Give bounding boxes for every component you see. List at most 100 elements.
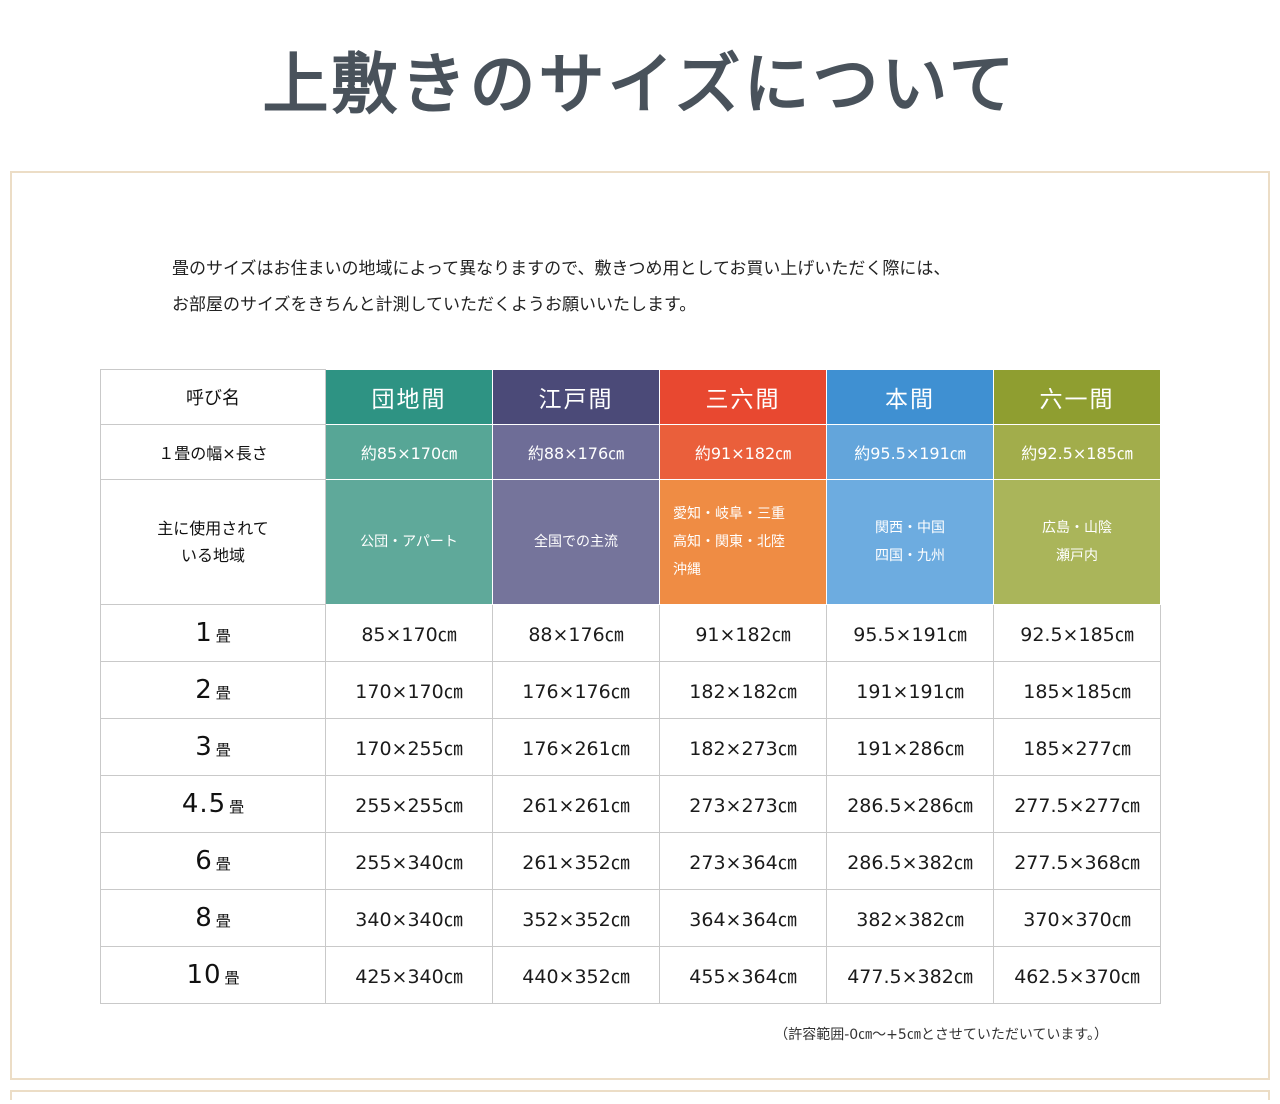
region-row-label-line-2: いる地域 xyxy=(180,546,245,566)
size-value: 261×352㎝ xyxy=(492,832,660,891)
tolerance-note: （許容範囲-0㎝〜+5㎝とさせていただいています。） xyxy=(774,1027,1108,1044)
row-label-number: 4.5 xyxy=(181,789,227,820)
row-label-number: 8 xyxy=(195,903,213,934)
size-value: 261×261㎝ xyxy=(492,775,660,834)
unit-size-cell: 約95.5×191㎝ xyxy=(826,424,994,481)
size-value: 277.5×368㎝ xyxy=(993,832,1161,891)
intro-text: 畳のサイズはお住まいの地域によって異なりますので、敷きつめ用としてお買い上げいた… xyxy=(172,251,1268,323)
row-label-unit: 畳 xyxy=(215,684,231,703)
row-label-number: 2 xyxy=(195,675,213,706)
region-cell: 関西・中国 四国・九州 xyxy=(826,479,994,606)
unit-size-row-label: １畳の幅×長さ xyxy=(100,424,326,481)
unit-size-cell: 約92.5×185㎝ xyxy=(993,424,1161,481)
size-value: 170×170㎝ xyxy=(325,661,493,720)
content-panel: 畳のサイズはお住まいの地域によって異なりますので、敷きつめ用としてお買い上げいた… xyxy=(10,171,1270,1081)
intro-line-1: 畳のサイズはお住まいの地域によって異なりますので、敷きつめ用としてお買い上げいた… xyxy=(172,259,951,280)
region-line: 高知・関東・北陸 xyxy=(673,534,785,551)
column-header-danchima: 団地間 xyxy=(325,369,493,426)
size-value: 88×176㎝ xyxy=(492,604,660,663)
size-row-4-5jo: 4.5 畳 255×255㎝ 261×261㎝ 273×273㎝ 286.5×28… xyxy=(100,775,1161,834)
size-value: 382×382㎝ xyxy=(826,889,994,948)
size-value: 440×352㎝ xyxy=(492,946,660,1005)
tatami-size-table: 呼び名 団地間 江戸間 三六間 本間 六一間 １畳の幅×長さ 約85×170㎝ … xyxy=(100,369,1161,1005)
column-header-rokuichima: 六一間 xyxy=(993,369,1161,426)
size-value: 182×273㎝ xyxy=(659,718,827,777)
size-value: 364×364㎝ xyxy=(659,889,827,948)
size-value: 273×273㎝ xyxy=(659,775,827,834)
row-label-unit: 畳 xyxy=(215,912,231,931)
size-value: 185×277㎝ xyxy=(993,718,1161,777)
size-value: 95.5×191㎝ xyxy=(826,604,994,663)
size-value: 455×364㎝ xyxy=(659,946,827,1005)
region-line: 関西・中国 xyxy=(875,520,945,537)
region-row: 主に使用されて いる地域 公団・アパート 全国での主流 愛知・岐阜・三重 高知・… xyxy=(100,479,1161,606)
region-cell: 公団・アパート xyxy=(325,479,493,606)
size-value: 170×255㎝ xyxy=(325,718,493,777)
region-line: 公団・アパート xyxy=(360,534,458,551)
region-row-label: 主に使用されて いる地域 xyxy=(100,479,326,606)
size-value: 425×340㎝ xyxy=(325,946,493,1005)
size-value: 477.5×382㎝ xyxy=(826,946,994,1005)
corner-label: 呼び名 xyxy=(100,369,326,426)
row-label-4-5jo: 4.5 畳 xyxy=(100,775,326,834)
intro-line-2: お部屋のサイズをきちんと計測していただくようお願いいたします。 xyxy=(172,295,697,316)
size-value: 462.5×370㎝ xyxy=(993,946,1161,1005)
size-value: 255×340㎝ xyxy=(325,832,493,891)
region-line: 全国での主流 xyxy=(534,534,618,551)
region-line: 四国・九州 xyxy=(875,548,945,565)
size-value: 277.5×277㎝ xyxy=(993,775,1161,834)
size-value: 352×352㎝ xyxy=(492,889,660,948)
size-value: 176×176㎝ xyxy=(492,661,660,720)
size-value: 273×364㎝ xyxy=(659,832,827,891)
unit-size-cell: 約91×182㎝ xyxy=(659,424,827,481)
row-label-number: 6 xyxy=(195,846,213,877)
size-value: 370×370㎝ xyxy=(993,889,1161,948)
column-header-edoma: 江戸間 xyxy=(492,369,660,426)
region-row-label-line-1: 主に使用されて xyxy=(157,519,269,539)
region-line: 沖縄 xyxy=(673,562,701,579)
row-label-number: 1 xyxy=(195,618,213,649)
unit-size-cell: 約88×176㎝ xyxy=(492,424,660,481)
next-section-edge xyxy=(10,1090,1270,1101)
unit-size-cell: 約85×170㎝ xyxy=(325,424,493,481)
region-line: 広島・山陰 xyxy=(1042,520,1112,537)
header-row: 呼び名 団地間 江戸間 三六間 本間 六一間 xyxy=(100,369,1161,426)
column-header-honma: 本間 xyxy=(826,369,994,426)
column-header-sanrokuma: 三六間 xyxy=(659,369,827,426)
size-value: 92.5×185㎝ xyxy=(993,604,1161,663)
region-cell: 全国での主流 xyxy=(492,479,660,606)
size-value: 91×182㎝ xyxy=(659,604,827,663)
region-cell: 愛知・岐阜・三重 高知・関東・北陸 沖縄 xyxy=(659,479,827,606)
row-label-unit: 畳 xyxy=(229,798,245,817)
size-value: 191×191㎝ xyxy=(826,661,994,720)
row-label-unit: 畳 xyxy=(215,627,231,646)
region-cell: 広島・山陰 瀬戸内 xyxy=(993,479,1161,606)
size-value: 286.5×286㎝ xyxy=(826,775,994,834)
size-row-10jo: 10 畳 425×340㎝ 440×352㎝ 455×364㎝ 477.5×382… xyxy=(100,946,1161,1005)
size-value: 85×170㎝ xyxy=(325,604,493,663)
row-label-number: 10 xyxy=(186,960,222,991)
row-label-10jo: 10 畳 xyxy=(100,946,326,1005)
row-label-number: 3 xyxy=(195,732,213,763)
size-value: 182×182㎝ xyxy=(659,661,827,720)
region-line: 瀬戸内 xyxy=(1056,548,1098,565)
size-value: 286.5×382㎝ xyxy=(826,832,994,891)
region-line: 愛知・岐阜・三重 xyxy=(673,506,785,523)
unit-size-row: １畳の幅×長さ 約85×170㎝ 約88×176㎝ 約91×182㎝ 約95.5… xyxy=(100,424,1161,481)
size-value: 176×261㎝ xyxy=(492,718,660,777)
row-label-unit: 畳 xyxy=(224,969,240,988)
row-label-unit: 畳 xyxy=(215,741,231,760)
size-value: 191×286㎝ xyxy=(826,718,994,777)
size-value: 255×255㎝ xyxy=(325,775,493,834)
size-value: 340×340㎝ xyxy=(325,889,493,948)
